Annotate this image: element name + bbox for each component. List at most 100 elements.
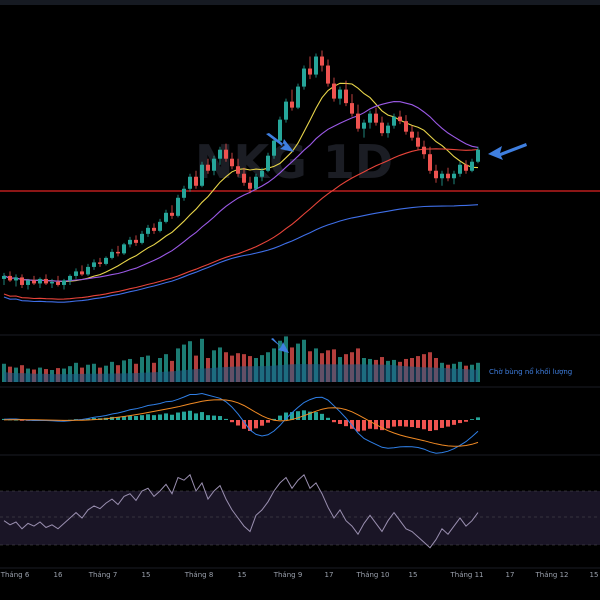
rsi-indicator xyxy=(3,473,479,549)
candle-body xyxy=(440,173,444,179)
candle-body xyxy=(176,197,180,216)
macd-histogram-bar xyxy=(86,418,90,420)
macd-histogram-bar xyxy=(386,420,390,429)
rsi-band xyxy=(0,491,600,545)
volume-bar xyxy=(200,338,204,382)
macd-histogram-bar xyxy=(230,420,234,423)
volume-bar xyxy=(272,348,276,382)
candle-body xyxy=(314,56,318,75)
volume-bar xyxy=(74,362,78,382)
macd-histogram-bar xyxy=(284,412,288,420)
x-tick-label: Tháng 8 xyxy=(184,571,214,579)
macd-histogram-bar xyxy=(356,420,360,432)
macd-histogram-bar xyxy=(476,417,480,420)
candle-body xyxy=(8,275,12,281)
macd-histogram-bar xyxy=(194,413,198,420)
volume-bar xyxy=(182,344,186,382)
volume-bar xyxy=(134,363,138,382)
candle-body xyxy=(458,164,462,174)
candle-body xyxy=(380,122,384,134)
candle-body xyxy=(470,161,474,171)
arrow-icon xyxy=(488,143,527,160)
macd-histogram-bar xyxy=(20,420,24,421)
candle-body xyxy=(278,119,282,141)
volume-bar xyxy=(302,339,306,382)
candle-body xyxy=(110,251,114,258)
candle-body xyxy=(464,164,468,171)
volume-bar xyxy=(284,336,288,382)
macd-histogram-bar xyxy=(428,420,432,431)
macd-histogram-bar xyxy=(140,415,144,420)
candle-body xyxy=(344,89,348,104)
candle-body xyxy=(188,176,192,189)
x-tick-label: 15 xyxy=(238,571,247,579)
candle-body xyxy=(374,113,378,123)
macd-histogram-bar xyxy=(416,420,420,428)
candle-body xyxy=(212,158,216,171)
candle-body xyxy=(182,188,186,198)
annotation-arrows xyxy=(266,133,527,353)
macd-histogram-bar xyxy=(470,419,474,420)
volume-bar xyxy=(164,354,168,382)
macd-histogram-bar xyxy=(128,415,132,420)
candle-body xyxy=(140,233,144,243)
candle-body xyxy=(62,280,66,285)
macd-histogram-bar xyxy=(452,420,456,425)
candle-body xyxy=(236,166,240,174)
macd-histogram-bar xyxy=(464,420,468,422)
macd-line xyxy=(3,392,479,454)
candle-body xyxy=(206,164,210,171)
candle-body xyxy=(428,154,432,171)
candle-body xyxy=(338,89,342,99)
candle-body xyxy=(2,275,6,279)
x-tick-label: Tháng 9 xyxy=(273,571,303,579)
x-tick-label: Tháng 11 xyxy=(449,571,483,579)
macd-histogram-bar xyxy=(266,420,270,423)
candle-body xyxy=(20,277,24,285)
candle-body xyxy=(296,86,300,108)
candle-body xyxy=(152,227,156,231)
macd-histogram-bar xyxy=(398,420,402,427)
candle-body xyxy=(26,280,30,285)
volume-bar xyxy=(92,363,96,382)
x-tick-label: 15 xyxy=(409,571,418,579)
time-axis: Tháng 6 16 Tháng 7 15 Tháng 8 15 Tháng 9 17 Thán… xyxy=(0,571,598,579)
candle-body xyxy=(86,266,90,275)
candle-body xyxy=(254,176,258,189)
macd-signal-line xyxy=(3,399,479,447)
candle-body xyxy=(92,262,96,267)
macd-histogram-bar xyxy=(212,415,216,420)
candle-body xyxy=(224,149,228,159)
macd-histogram-bar xyxy=(260,420,264,426)
candle-body xyxy=(68,275,72,281)
volume-bar xyxy=(296,343,300,382)
candle-body xyxy=(350,103,354,114)
macd-histogram-bar xyxy=(446,420,450,427)
candle-body xyxy=(368,113,372,123)
candle-body xyxy=(98,262,102,264)
candle-body xyxy=(200,164,204,186)
rsi-line xyxy=(3,473,479,549)
candle-body xyxy=(116,251,120,254)
ma-line-long xyxy=(3,148,479,300)
macd-histogram-bar xyxy=(296,411,300,420)
candle-body xyxy=(242,173,246,183)
candle-body xyxy=(362,122,366,129)
macd-histogram-bar xyxy=(308,411,312,420)
macd-histogram-bar xyxy=(200,412,204,420)
x-tick-label: 15 xyxy=(142,571,151,579)
macd-histogram-bar xyxy=(248,420,252,431)
candle-body xyxy=(260,170,264,177)
macd-histogram-bar xyxy=(362,420,366,431)
macd-histogram-bar xyxy=(368,420,372,429)
volume-ma-area xyxy=(4,364,478,382)
macd-histogram-bar xyxy=(344,420,348,427)
macd-histogram-bar xyxy=(188,410,192,420)
volume-bar xyxy=(212,350,216,382)
macd-histogram-bar xyxy=(272,418,276,420)
macd-histogram-bar xyxy=(458,420,462,424)
candle-body xyxy=(38,278,42,284)
header-bar xyxy=(0,0,600,5)
